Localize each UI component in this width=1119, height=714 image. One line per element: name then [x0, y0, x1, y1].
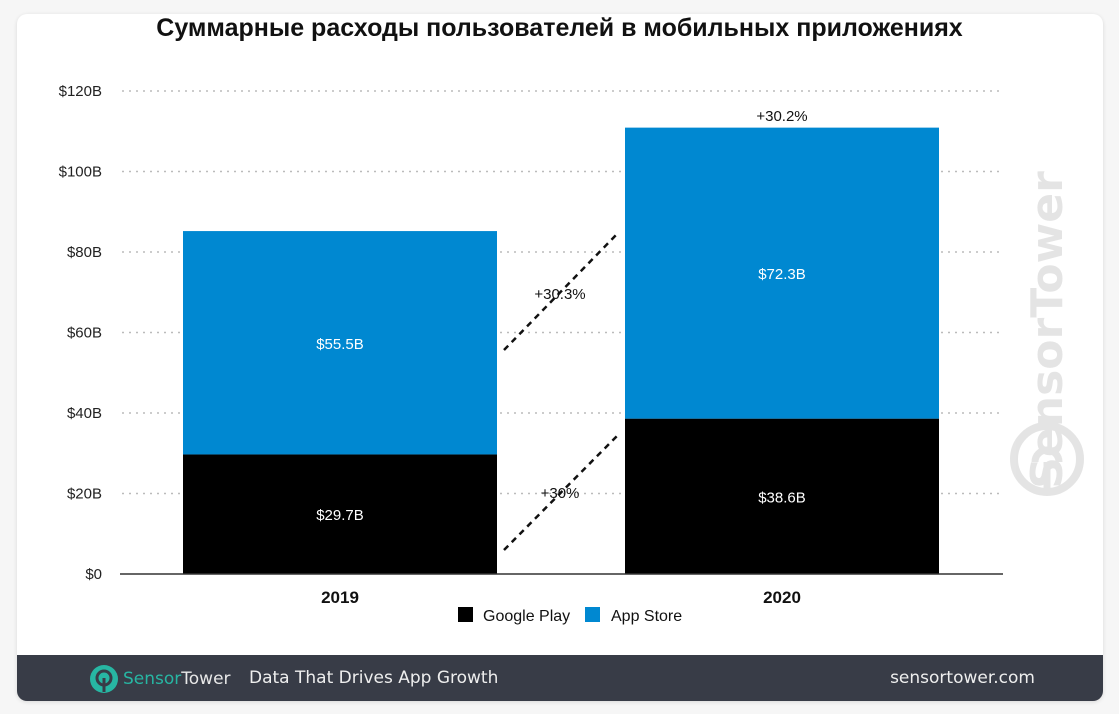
google-play-connector: [503, 434, 619, 551]
chart-title: Суммарные расходы пользователей в мобиль…: [156, 14, 963, 42]
footer: Sensor Tower Data That Drives App Growth …: [17, 655, 1103, 701]
bar-value-label: $38.6B: [758, 489, 806, 506]
bar-value-label: $55.5B: [316, 336, 364, 353]
y-tick-label: $20B: [67, 486, 102, 503]
watermark-text: SensorTower: [1022, 171, 1073, 489]
tagline: Data That Drives App Growth: [249, 668, 499, 688]
legend-swatch-app-store: [585, 607, 600, 622]
y-tick-label: $120B: [59, 83, 102, 100]
bar-google-play-2020: [625, 418, 939, 574]
legend-label-google-play: Google Play: [483, 608, 570, 625]
x-tick-label: 2019: [321, 588, 359, 607]
legend-swatch-google-play: [458, 607, 473, 622]
legend-label-app-store: App Store: [611, 608, 682, 625]
bar-value-label: $72.3B: [758, 266, 806, 283]
site-link[interactable]: sensortower.com: [890, 668, 1035, 688]
y-tick-label: $40B: [67, 405, 102, 422]
y-tick-label: $100B: [59, 164, 102, 181]
bar-app-store-2020: [625, 127, 939, 419]
x-tick-label: 2020: [763, 588, 801, 607]
bar-app-store-2019: [183, 231, 497, 455]
total-growth-label: +30.2%: [756, 108, 807, 125]
bar-value-label: $29.7B: [316, 507, 364, 524]
y-tick-label: $60B: [67, 325, 102, 342]
app-store-connector: [503, 232, 619, 351]
y-tick-label: $80B: [67, 244, 102, 261]
legend: Google Play App Store: [458, 607, 682, 625]
google-play-growth-label: +30%: [541, 485, 580, 502]
sensortower-logo[interactable]: Sensor Tower: [89, 664, 231, 694]
bar-google-play-2019: [183, 454, 497, 574]
logo-text-tower: Tower: [181, 669, 231, 689]
y-tick-label: $0: [85, 566, 102, 583]
app-store-growth-label: +30.3%: [534, 286, 585, 303]
sensortower-logo-icon: [90, 665, 118, 693]
sensortower-watermark: SensorTower: [1010, 171, 1084, 496]
logo-text-sensor: Sensor: [123, 669, 182, 689]
growth-connectors: [503, 232, 619, 551]
